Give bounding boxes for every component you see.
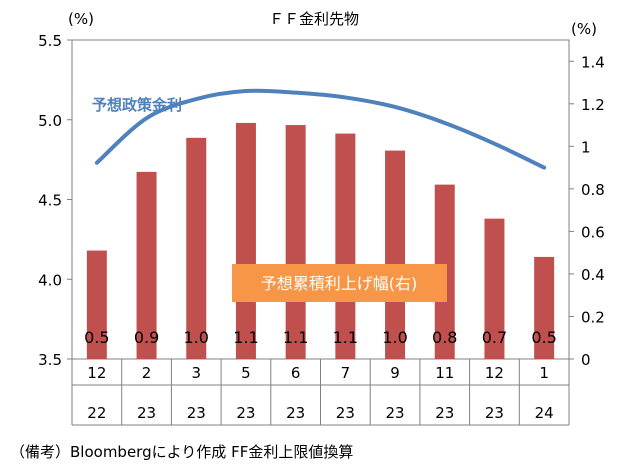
category-month-label: 11	[435, 364, 454, 382]
policy-rate-line	[94, 88, 547, 170]
bar-data-label: 0.5	[531, 328, 556, 347]
category-year-label: 23	[435, 404, 454, 422]
category-year-label: 23	[386, 404, 405, 422]
axes-frame	[71, 39, 570, 426]
bar-data-label: 1.1	[233, 328, 258, 347]
category-year-label: 23	[336, 404, 355, 422]
bar-series	[86, 122, 555, 359]
bar-data-label: 1.0	[184, 328, 209, 347]
bar-series-label-box	[232, 264, 447, 302]
left-tick-label: 3.5	[38, 351, 62, 369]
bar-data-label: 0.8	[432, 328, 457, 347]
bar	[385, 150, 406, 359]
right-tick-label: 1.2	[581, 96, 605, 114]
right-tick-label: 0.4	[581, 266, 605, 284]
category-year-label: 22	[87, 404, 106, 422]
category-month-label: 7	[341, 364, 351, 382]
bar-data-label: 0.7	[482, 328, 507, 347]
left-tick-label: 4.0	[38, 271, 62, 289]
right-tick-label: 1	[581, 138, 591, 156]
right-tick-label: 0	[581, 351, 591, 369]
category-month-label: 6	[291, 364, 301, 382]
bar-data-label: 1.1	[283, 328, 308, 347]
axis-ticks: 3.54.04.55.05.500.20.40.60.811.21.412222…	[38, 32, 605, 422]
left-tick-label: 4.5	[38, 192, 62, 210]
category-year-label: 23	[187, 404, 206, 422]
bar-data-label: 0.9	[134, 328, 159, 347]
bar	[136, 171, 157, 359]
bar-data-label: 0.5	[84, 328, 109, 347]
category-year-label: 23	[286, 404, 305, 422]
right-tick-label: 0.6	[581, 223, 605, 241]
category-year-label: 24	[535, 404, 554, 422]
line-series-label: 予想政策金利	[92, 96, 182, 114]
bar	[285, 125, 306, 359]
bar	[235, 122, 256, 359]
bar	[86, 250, 107, 359]
right-tick-label: 0.2	[581, 308, 605, 326]
category-month-label: 2	[142, 364, 152, 382]
bar	[186, 137, 207, 359]
ff-futures-chart: ＦＦ金利先物 (%) (%) 0.5 0.9 1.0 1.1 1.1 1.1 1.0 0.8 0…	[38, 10, 605, 426]
bar-series-label: 予想累積利上げ幅(右)	[261, 274, 418, 293]
category-month-label: 3	[191, 364, 201, 382]
category-month-label: 12	[485, 364, 504, 382]
category-year-label: 23	[137, 404, 156, 422]
bar	[484, 218, 505, 359]
category-year-label: 23	[236, 404, 255, 422]
chart-title: ＦＦ金利先物	[269, 10, 359, 28]
category-month-label: 1	[539, 364, 549, 382]
category-month-label: 12	[87, 364, 106, 382]
bar	[335, 133, 356, 359]
right-axis-unit: (%)	[571, 20, 597, 38]
bar-data-label: 1.0	[382, 328, 407, 347]
bar-data-label: 1.1	[333, 328, 358, 347]
right-tick-label: 1.4	[581, 53, 605, 71]
data-labels: 0.5 0.9 1.0 1.1 1.1 1.1 1.0 0.8 0.7 0.5	[84, 328, 557, 347]
source-note: （備考）Bloombergにより作成 FF金利上限値換算	[10, 443, 354, 461]
left-tick-label: 5.0	[38, 112, 62, 130]
category-month-label: 9	[390, 364, 400, 382]
bar	[534, 256, 555, 359]
category-year-label: 23	[485, 404, 504, 422]
line-series	[94, 88, 547, 170]
left-tick-label: 5.5	[38, 32, 62, 50]
category-month-label: 5	[241, 364, 251, 382]
right-tick-label: 0.8	[581, 181, 605, 199]
left-axis-unit: (%)	[68, 10, 94, 28]
